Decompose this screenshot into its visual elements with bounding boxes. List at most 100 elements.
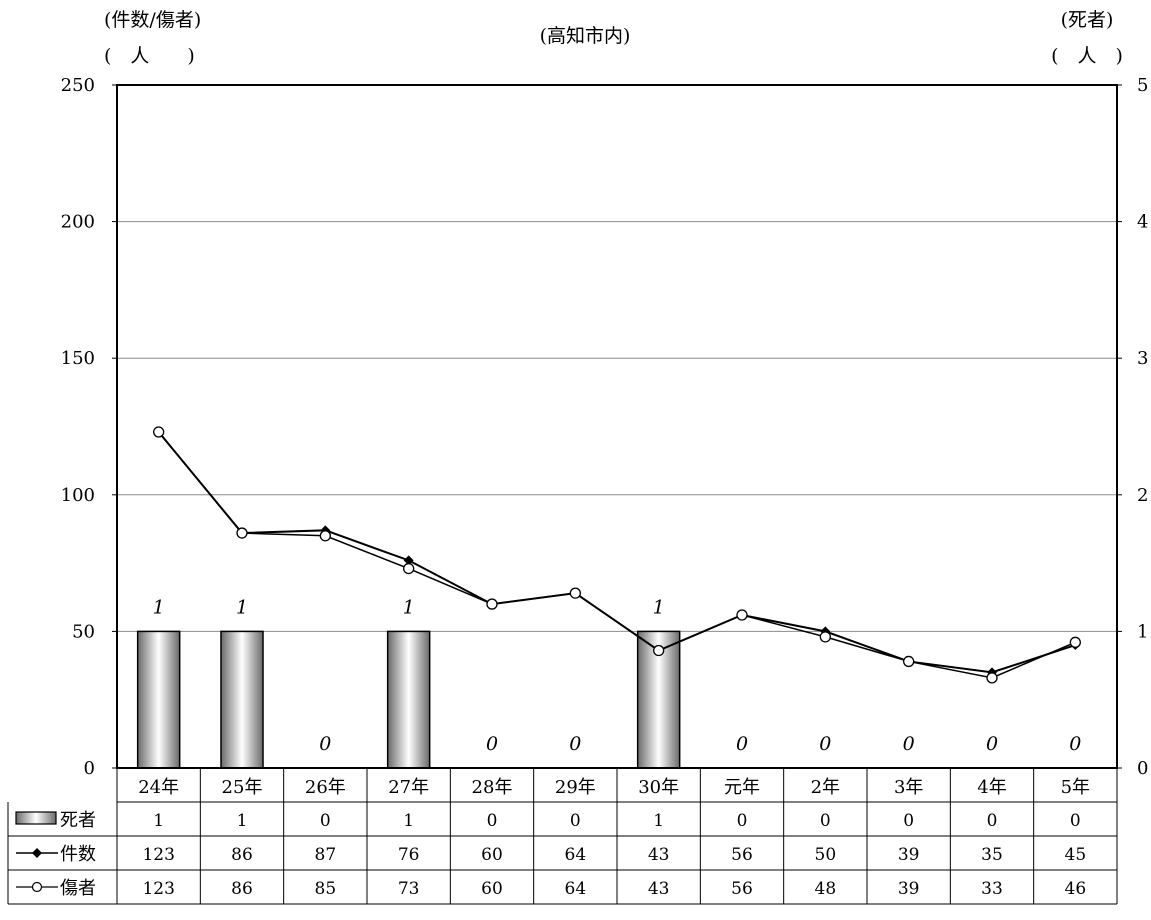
y-left-tick-label: 200: [61, 212, 95, 233]
left-axis-unit-bottom: ( 人 ): [104, 45, 195, 67]
bar-data-label: 0: [1069, 733, 1081, 755]
bar-data-label: 0: [903, 733, 915, 755]
table-cell: 0: [987, 811, 998, 831]
point-injured: [736, 609, 748, 621]
table-cell: 64: [565, 845, 587, 865]
table-cell: 33: [981, 879, 1003, 899]
table-cell: 0: [1070, 811, 1081, 831]
bar-data-label: 0: [486, 733, 498, 755]
point-injured: [1069, 636, 1081, 648]
table-cell: 43: [648, 879, 670, 899]
x-category-label: 29年: [555, 777, 596, 798]
x-category-label: 4年: [977, 777, 1006, 798]
table-cell: 73: [398, 879, 420, 899]
table-cell: 43: [648, 845, 670, 865]
table-cell: 0: [570, 811, 581, 831]
table-cell: 1: [653, 811, 664, 831]
legend-label-cases: 件数: [60, 844, 96, 865]
legend-key-deaths: [15, 811, 57, 825]
x-category-label: 5年: [1061, 777, 1090, 798]
point-injured: [403, 562, 415, 575]
table-cell: 39: [898, 845, 920, 865]
bar-data-label: 1: [153, 596, 165, 618]
x-category-label: 24年: [138, 777, 179, 798]
left-axis-unit-top: (件数/傷者): [104, 9, 201, 31]
chart-title: (高知市内): [540, 25, 631, 47]
legend-key-cases-marker: [32, 848, 42, 858]
y-right-tick-label: 3: [1137, 348, 1148, 369]
table-cell: 0: [320, 811, 331, 831]
point-injured: [236, 527, 248, 539]
bar-data-label: 0: [986, 733, 998, 755]
legend-label-deaths: 死者: [60, 810, 96, 831]
point-injured: [903, 655, 915, 668]
table-cell: 86: [231, 879, 253, 899]
table-cell: 123: [142, 879, 174, 899]
y-left-tick-label: 50: [72, 621, 95, 642]
y-right-tick-label: 0: [1137, 758, 1148, 779]
table-cell: 56: [731, 845, 753, 865]
line-series: [153, 426, 1081, 684]
x-category-label: 25年: [222, 777, 263, 798]
bar-deaths: [220, 630, 264, 769]
y-left-tick-label: 150: [61, 348, 95, 369]
bar-deaths: [386, 630, 431, 769]
table-cell: 64: [565, 879, 587, 899]
x-category-label: 元年: [724, 777, 760, 798]
point-injured: [153, 426, 165, 438]
table-cell: 87: [315, 845, 337, 865]
table-cell: 1: [153, 811, 164, 831]
table-cell: 60: [481, 879, 503, 899]
table-cell: 0: [487, 811, 498, 831]
line-injured: [158, 431, 1076, 679]
y-right-tick-label: 4: [1137, 212, 1148, 233]
table-cell: 1: [237, 811, 248, 831]
table-cell: 45: [1065, 845, 1087, 865]
point-cases: [403, 555, 414, 566]
plot-frame: [116, 84, 1118, 769]
y-right-tick-label: 1: [1137, 621, 1148, 642]
table-cell: 50: [815, 845, 837, 865]
point-injured: [819, 631, 831, 643]
table-cell: 39: [898, 879, 920, 899]
bar-data-label: 1: [653, 596, 665, 618]
table-cell: 0: [903, 811, 914, 831]
bar-series: 1 1 0 1 0 0 1 0 0 0 0 0: [136, 596, 1081, 769]
point-injured: [319, 530, 331, 542]
right-axis-unit-bottom: ( 人 ): [1051, 45, 1123, 67]
point-injured: [486, 598, 498, 610]
bar-deaths: [136, 630, 181, 769]
table-cell: 123: [142, 845, 174, 865]
table-cell: 48: [815, 879, 837, 899]
y-left-tick-label: 0: [84, 758, 95, 779]
y-left-tick-label: 100: [61, 485, 95, 506]
legend-key-injured-marker: [31, 881, 43, 893]
table-cell: 85: [315, 879, 337, 899]
x-category-label: 26年: [305, 777, 346, 798]
y-left-tick-label: 250: [61, 75, 95, 96]
table-cell: 86: [231, 845, 253, 865]
table-cell: 60: [481, 845, 503, 865]
bar-data-label: 1: [236, 596, 248, 618]
legend-label-injured: 傷者: [60, 878, 96, 899]
bar-data-label: 0: [319, 733, 331, 755]
bar-data-label: 1: [403, 596, 415, 618]
bar-data-label: 0: [819, 733, 831, 755]
x-category-label: 27年: [388, 777, 429, 798]
point-injured: [569, 587, 581, 599]
grid-lines: [117, 221, 1117, 632]
point-injured: [986, 672, 998, 684]
table-cell: 56: [731, 879, 753, 899]
table-cell: 0: [737, 811, 748, 831]
bar-data-label: 0: [736, 733, 748, 755]
right-axis-unit-top: (死者): [1061, 9, 1114, 31]
line-cases: [157, 431, 1076, 674]
table-cell: 35: [981, 845, 1003, 865]
table-cell: 1: [403, 811, 414, 831]
x-category-label: 30年: [638, 777, 679, 798]
point-injured: [653, 644, 665, 657]
table-cell: 46: [1065, 879, 1087, 899]
bar-data-label: 0: [569, 733, 581, 755]
